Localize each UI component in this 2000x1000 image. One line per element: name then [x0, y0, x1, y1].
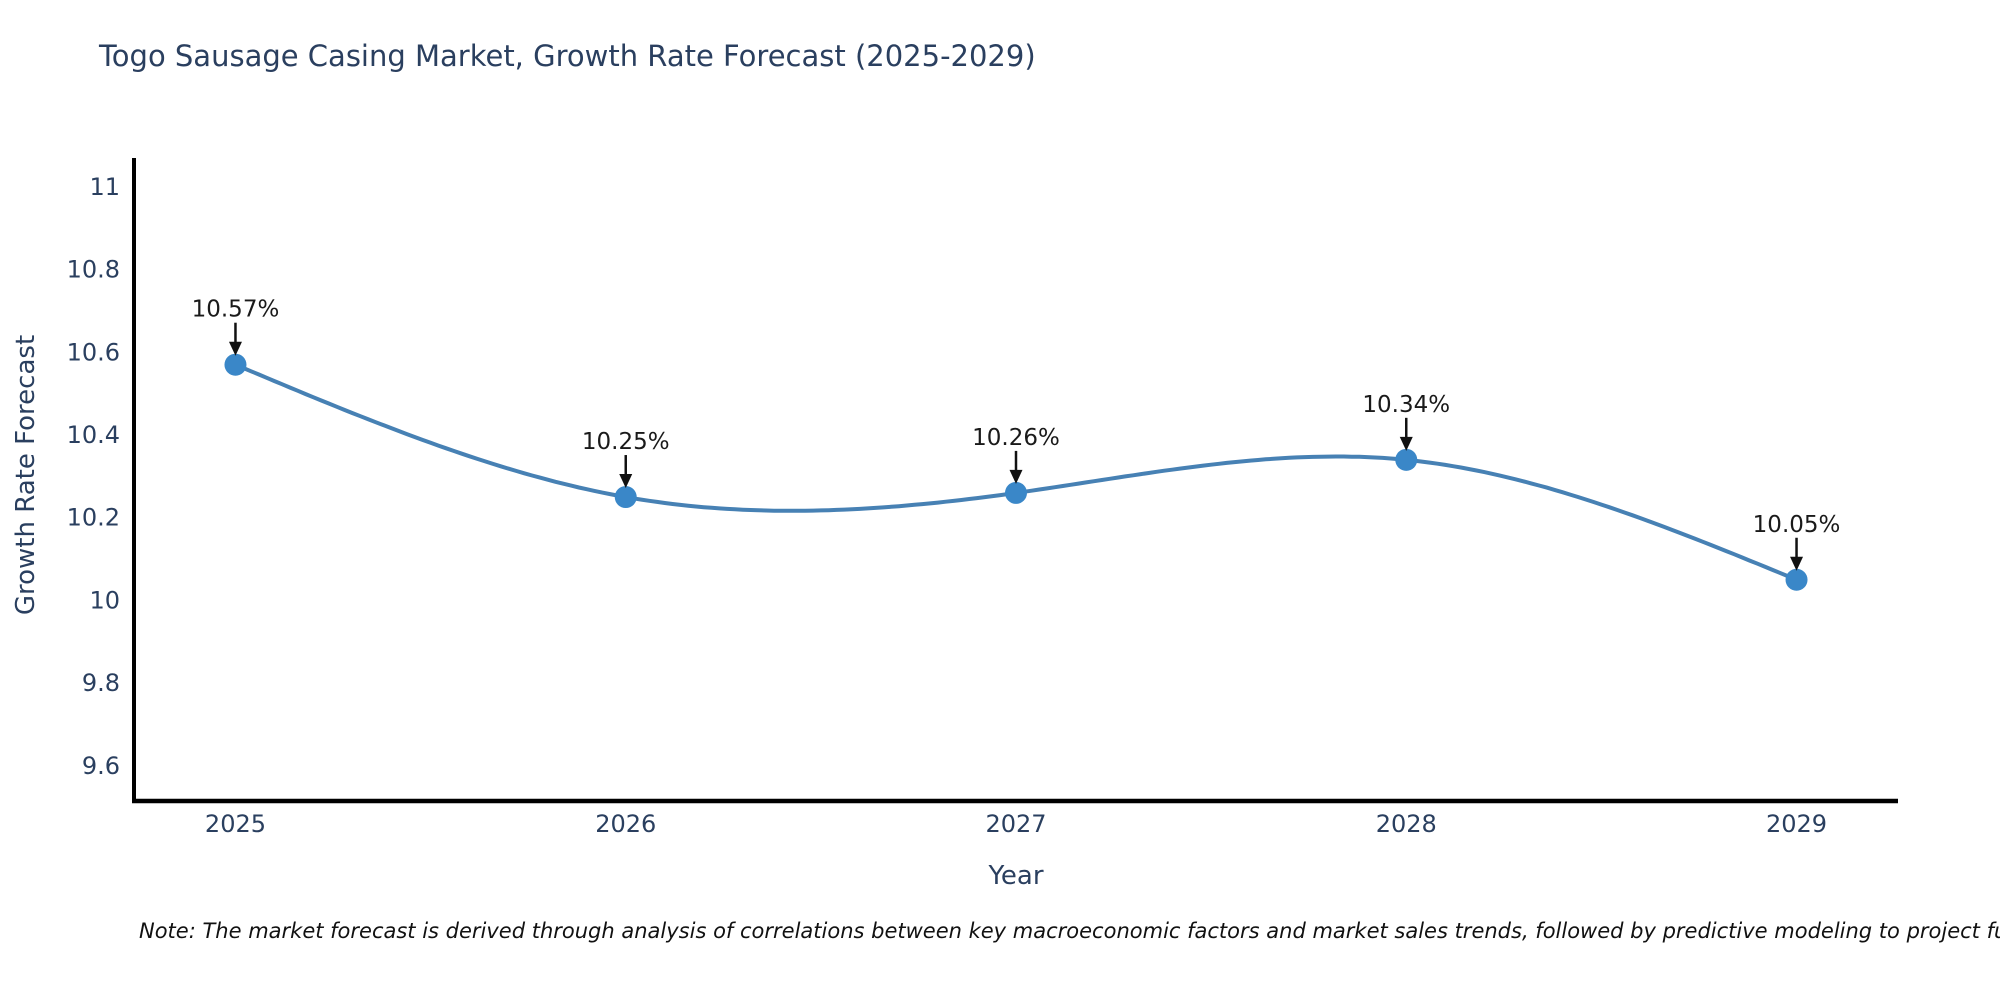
annotation-label: 10.26% — [972, 425, 1060, 451]
y-tick-label: 10.6 — [67, 338, 120, 366]
annotation-arrow-head — [619, 474, 633, 489]
chart-title: Togo Sausage Casing Market, Growth Rate … — [98, 39, 1036, 73]
data-point-2029 — [1785, 568, 1808, 591]
data-point-2026 — [614, 486, 637, 509]
y-tick-label: 10.4 — [67, 421, 120, 449]
data-point-markers — [224, 353, 1808, 591]
data-point-2025 — [224, 353, 247, 376]
x-tick-label: 2029 — [1766, 810, 1827, 838]
annotation-label: 10.25% — [582, 429, 670, 455]
annotation-arrow-head — [1790, 556, 1804, 571]
annotation-label: 10.57% — [192, 297, 280, 323]
annotation-label: 10.05% — [1753, 512, 1841, 538]
annotation-arrow-head — [228, 341, 242, 356]
point-annotations: 10.57% 10.25% 10.26% 10.34% 10.05% — [192, 297, 1841, 571]
annotation-label: 10.34% — [1362, 392, 1450, 418]
x-tick-label: 2028 — [1376, 810, 1437, 838]
x-axis-title: Year — [987, 861, 1043, 891]
y-tick-label: 10 — [89, 586, 120, 614]
y-axis-title: Growth Rate Forecast — [11, 335, 41, 615]
y-axis-tick-labels: 11 10.8 10.6 10.4 10.2 10 9.8 9.6 — [67, 173, 120, 780]
y-tick-label: 9.6 — [82, 752, 120, 780]
footnote: Note: The market forecast is derived thr… — [139, 919, 2000, 943]
x-axis-tick-labels: 2025 2026 2027 2028 2029 — [205, 810, 1827, 838]
y-tick-label: 10.8 — [67, 256, 120, 284]
y-tick-label: 11 — [89, 173, 120, 201]
x-tick-label: 2025 — [205, 810, 266, 838]
annotation-arrow-head — [1399, 436, 1413, 451]
x-tick-label: 2027 — [985, 810, 1046, 838]
y-tick-label: 10.2 — [67, 504, 120, 532]
data-point-2027 — [1005, 481, 1027, 504]
y-tick-label: 9.8 — [82, 669, 120, 697]
data-point-2028 — [1395, 448, 1418, 471]
annotation-arrow-head — [1009, 469, 1023, 484]
x-tick-label: 2026 — [595, 810, 656, 838]
